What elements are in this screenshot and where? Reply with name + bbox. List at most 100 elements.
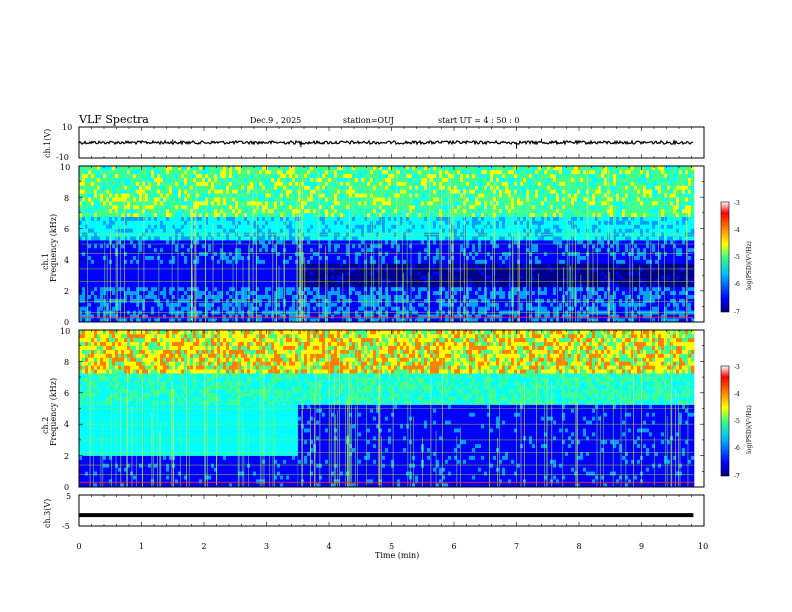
spectrogram-cell	[97, 263, 101, 268]
spectrogram-cell	[217, 228, 221, 233]
spectrogram-cell	[394, 318, 398, 323]
spectrogram-cell	[379, 251, 383, 256]
spectrogram-cell	[226, 189, 230, 194]
spectrogram-cell	[232, 286, 236, 292]
spectrogram-cell	[196, 189, 200, 194]
spectrogram-cell	[238, 224, 242, 229]
spectrogram-cell	[265, 208, 269, 214]
spectrogram-cell	[274, 255, 278, 260]
spectrogram-cell	[334, 240, 338, 245]
spectrogram-cell	[229, 216, 233, 221]
spectrogram-cell	[115, 201, 119, 206]
spectrogram-cell	[253, 290, 257, 295]
spectrogram-cell	[334, 189, 338, 194]
spectrogram-cell	[187, 267, 191, 272]
spectrogram-cell	[367, 271, 371, 276]
spectrogram-cell	[361, 240, 365, 245]
spectrogram-cell	[391, 318, 395, 323]
spectrogram-cell	[115, 271, 119, 276]
spectrogram-cell	[196, 236, 200, 241]
spectrogram-cell	[439, 247, 443, 253]
spectrogram-cell	[214, 263, 218, 268]
spectrogram-cell	[94, 290, 98, 295]
spectrogram-cell	[100, 197, 104, 202]
spectrogram-cell	[310, 298, 314, 303]
spectrogram-cell	[373, 263, 377, 268]
spectrogram-cell	[340, 181, 344, 186]
spectrogram-cell	[205, 294, 209, 299]
spectrogram-cell	[136, 259, 140, 264]
spectrogram-cell	[313, 263, 317, 268]
spectrogram-cell	[379, 318, 383, 323]
spectrogram-cell	[406, 267, 410, 272]
spectrogram-cell	[367, 193, 371, 198]
spectrogram-cell	[223, 189, 227, 194]
spectrogram-cell	[430, 224, 434, 229]
spectrogram-cell	[148, 181, 152, 186]
spectrogram-cell	[211, 314, 215, 319]
spectrogram-cell	[388, 197, 392, 202]
spectrogram-cell	[109, 201, 113, 206]
spectrogram-cell	[103, 169, 107, 175]
spectrogram-cell	[97, 181, 101, 186]
spectrogram-cell	[127, 185, 131, 190]
spectrogram-cell	[82, 251, 86, 256]
spectrogram-cell	[289, 306, 293, 311]
spectrogram-cell	[217, 318, 221, 323]
spectrogram-cell	[310, 314, 314, 319]
spectrogram-cell	[262, 247, 266, 253]
spectrogram-cell	[127, 240, 131, 245]
spectrogram-cell	[424, 302, 428, 307]
spectrogram-cell	[208, 185, 212, 190]
spectrogram-cell	[247, 224, 251, 229]
spectrogram-cell	[178, 267, 182, 272]
spectrogram-cell	[376, 216, 380, 221]
spectrogram-cell	[181, 271, 185, 276]
spectrogram-cell	[271, 181, 275, 186]
spectrogram-cell	[373, 212, 377, 217]
spectrogram-cell	[382, 212, 386, 217]
spectrogram-cell	[115, 244, 119, 249]
spectrogram-cell	[424, 298, 428, 303]
spectrogram-cell	[226, 244, 230, 249]
spectrogram-cell	[178, 306, 182, 311]
spectrogram-cell	[406, 306, 410, 311]
spectrogram-cell	[91, 240, 95, 245]
spectrogram-cell	[370, 169, 374, 175]
spectrogram-cell	[340, 244, 344, 249]
spectrogram-cell	[382, 185, 386, 190]
spectrogram-cell	[316, 240, 320, 245]
spectrogram-cell	[196, 166, 200, 171]
spectrogram-cell	[151, 216, 155, 221]
spectrogram-cell	[358, 294, 362, 299]
spectrogram-cell	[319, 236, 323, 241]
spectrogram-cell	[421, 236, 425, 241]
spectrogram-cell	[439, 255, 443, 260]
spectrogram-cell	[421, 314, 425, 319]
spectrogram-cell	[421, 263, 425, 268]
spectrogram-cell	[403, 201, 407, 206]
spectrogram-cell	[286, 224, 290, 229]
spectrogram-cell	[226, 240, 230, 245]
spectrogram-cell	[412, 314, 416, 319]
spectrogram-cell	[130, 228, 134, 233]
spectrogram-cell	[352, 169, 356, 175]
spectrogram-cell	[205, 263, 209, 268]
spectrogram-cell	[232, 255, 236, 260]
spectrogram-cell	[373, 224, 377, 229]
spectrogram-cell	[205, 197, 209, 202]
spectrogram-cell	[265, 259, 269, 264]
spectrogram-cell	[355, 267, 359, 272]
spectrogram-cell	[412, 216, 416, 221]
spectrogram-cell	[175, 251, 179, 256]
spectrogram-cell	[430, 286, 434, 292]
spectrogram-cell	[127, 298, 131, 303]
spectrogram-cell	[103, 208, 107, 214]
spectrogram-cell	[97, 169, 101, 175]
spectrogram-cell	[265, 224, 269, 229]
spectrogram-cell	[139, 216, 143, 221]
spectrogram-cell	[100, 244, 104, 249]
spectrogram-cell	[136, 228, 140, 233]
spectrogram-cell	[133, 286, 137, 292]
spectrogram-cell	[109, 228, 113, 233]
